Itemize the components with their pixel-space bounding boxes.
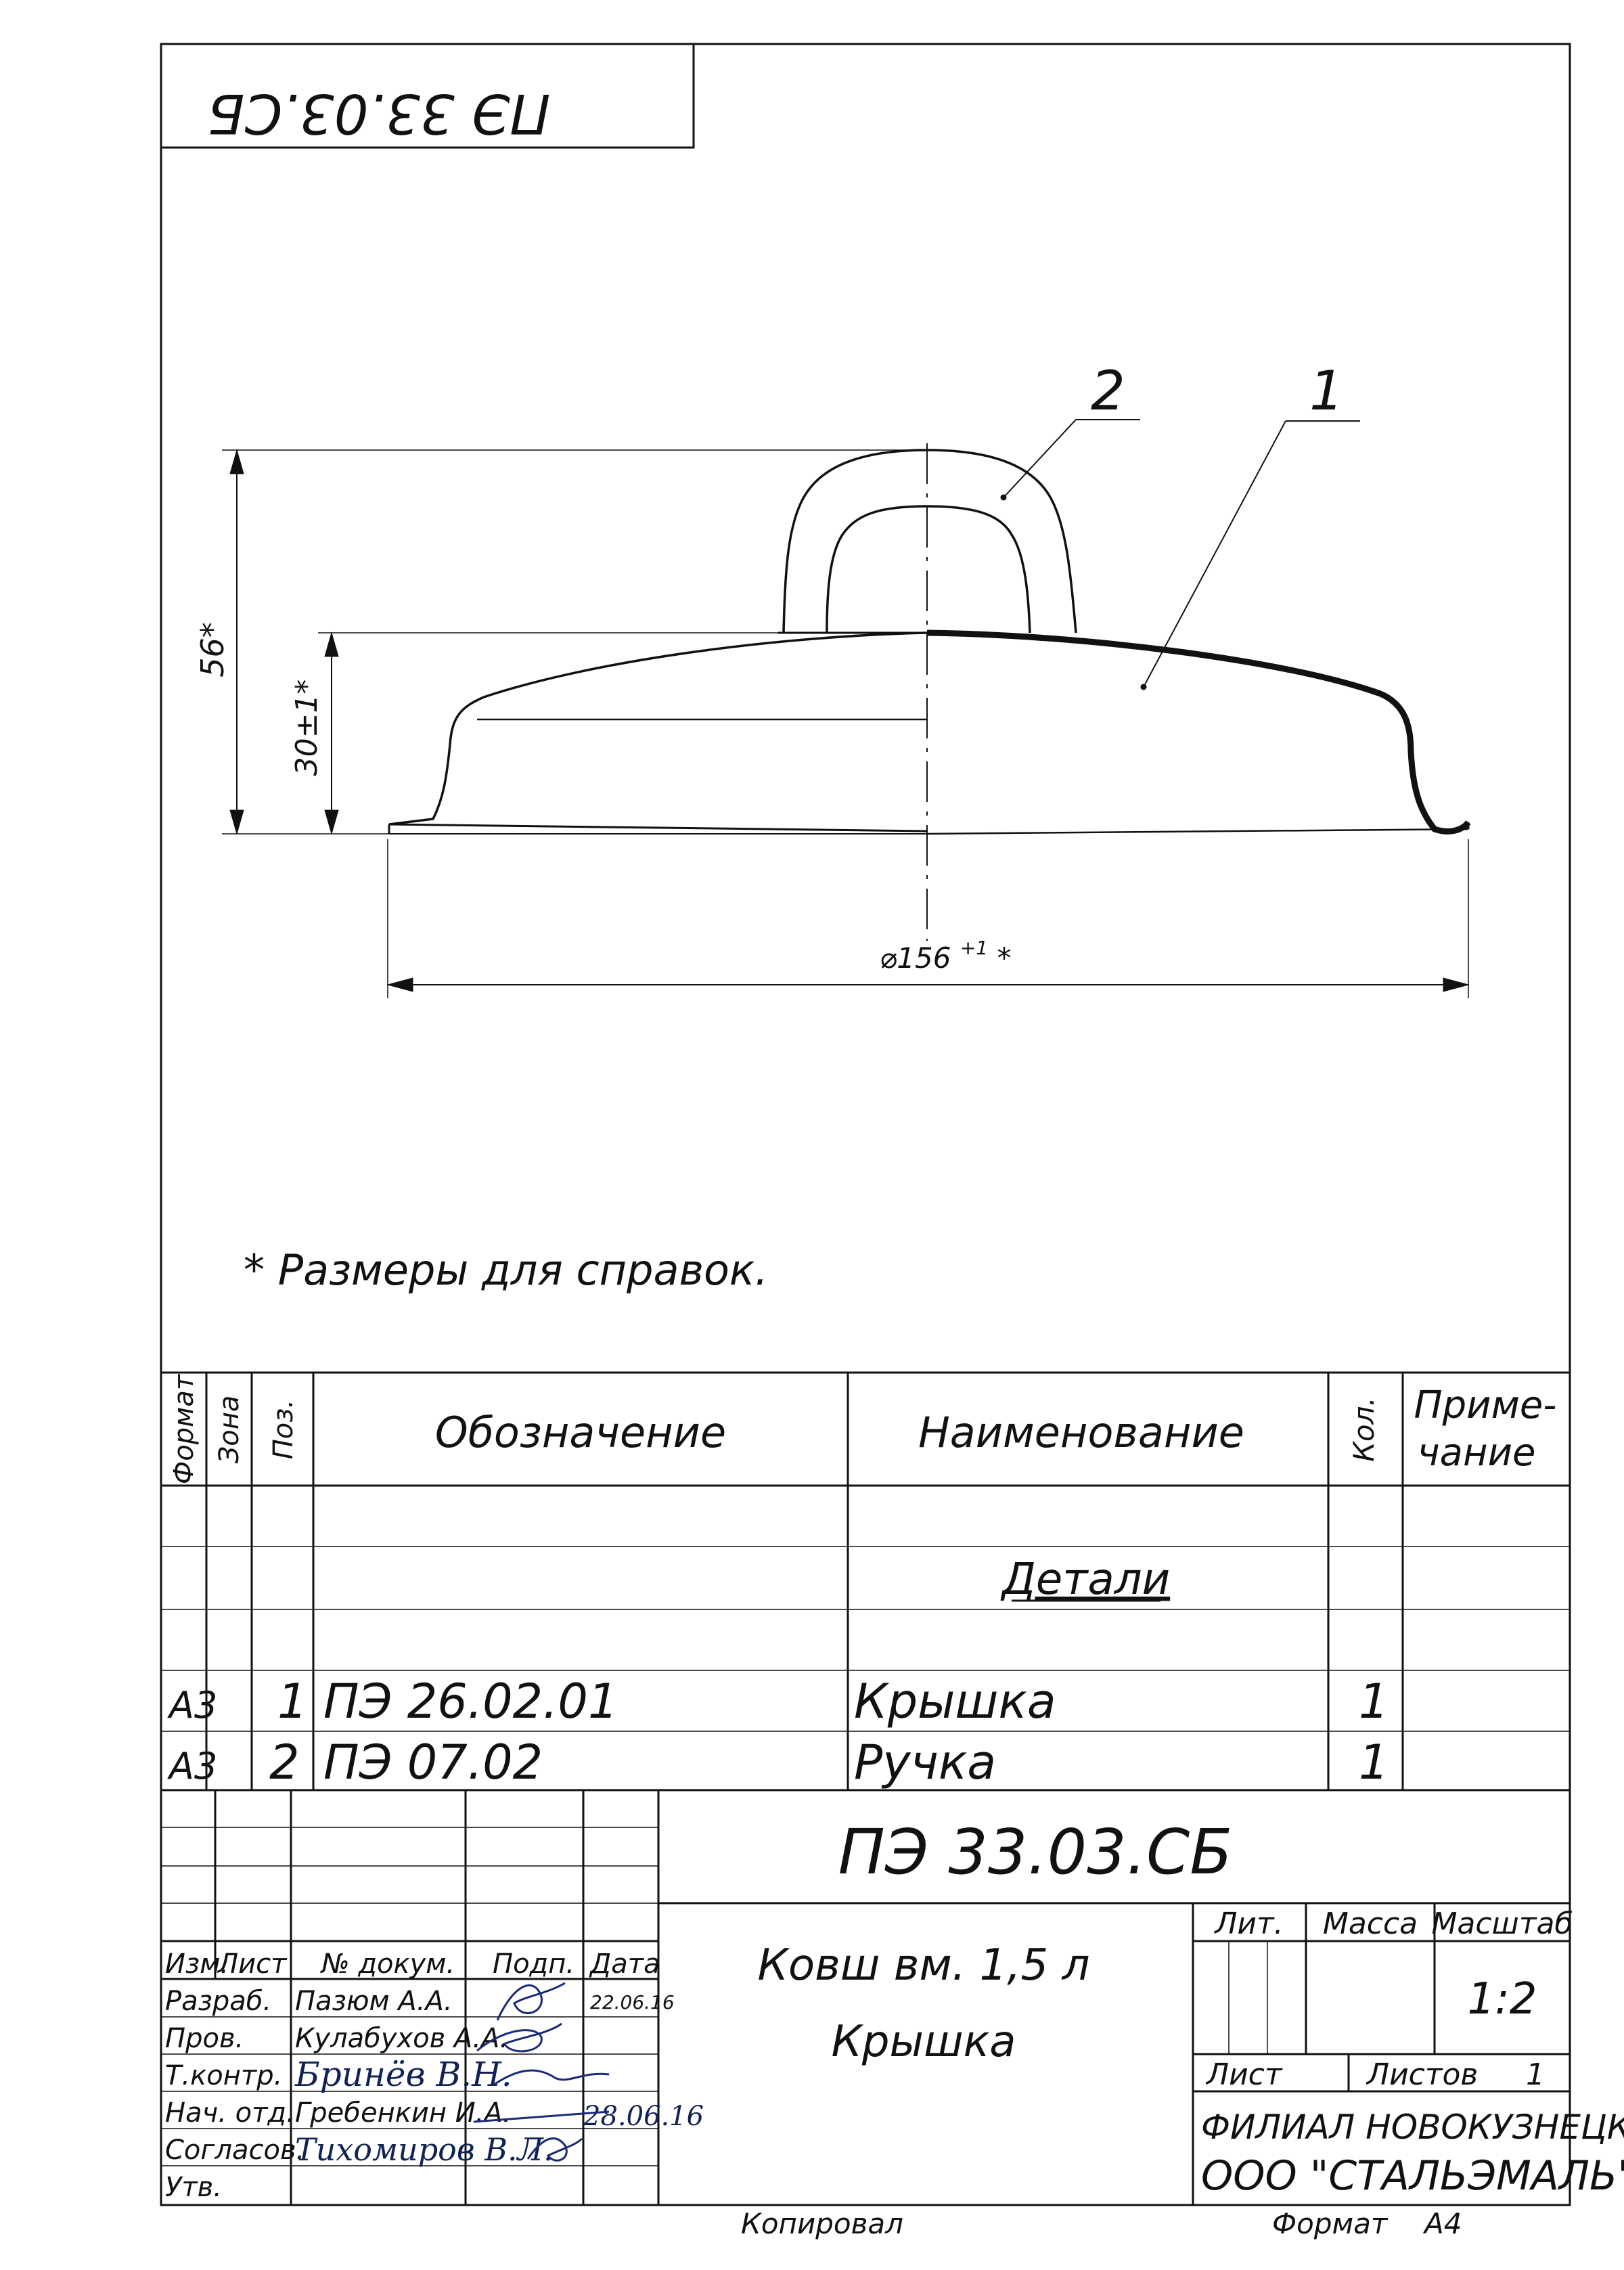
spec-row: А3 1 ПЭ 26.02.01 Крышка 1 [167, 1674, 1389, 1729]
signature-agreed [526, 2137, 583, 2162]
spec-header-qty: Кол. [1347, 1397, 1380, 1462]
role-label: Разраб. [165, 1986, 271, 2017]
signature-checker [476, 2022, 562, 2053]
signature-head [473, 2110, 610, 2123]
role-label: Пров. [165, 2023, 244, 2054]
doc-number: ПЭ 33.03.СБ [838, 1816, 1233, 1888]
signature-tcontrol [493, 2069, 610, 2086]
label-mass: Масса [1323, 1907, 1418, 1941]
sheets-value: 1 [1526, 2057, 1545, 2092]
callout-2: 2 [1091, 359, 1125, 422]
dim-diameter-main: ⌀156 [880, 941, 951, 975]
role-label: Согласов. [165, 2135, 304, 2166]
lid-drawing [222, 419, 1471, 998]
scale-value: 1:2 [1468, 1974, 1537, 2024]
callout-1: 1 [1309, 359, 1344, 422]
footer-copied: Копировал [741, 2207, 903, 2240]
spec-row-qty: 1 [1359, 1674, 1389, 1729]
spec-header-format: Формат [168, 1373, 200, 1484]
spec-table-lines [161, 1371, 1570, 1791]
label-sheets: Листов [1366, 2057, 1478, 2092]
spec-header-note-1: Приме- [1414, 1383, 1557, 1427]
product-name-line1: Ковш вм. 1,5 л [758, 1940, 1090, 1990]
label-lit: Лит. [1213, 1907, 1283, 1941]
spec-header-zone: Зона [214, 1396, 245, 1464]
role-date: 28.06.16 [583, 2101, 704, 2132]
role-name: Гребенкин И.А. [295, 2097, 511, 2129]
dim-height-body: 30±1* [290, 680, 324, 776]
col-date: Дата [589, 1949, 660, 1980]
product-name-line2: Крышка [831, 2017, 1016, 2067]
title-block-lines [161, 1790, 1570, 2205]
org-line1: ФИЛИАЛ НОВОКУЗНЕЦКИЙ [1201, 2107, 1624, 2147]
col-list: Лист [217, 1949, 288, 1980]
spec-row-format: А3 [167, 1745, 217, 1787]
spec-row-pos: 1 [277, 1674, 308, 1729]
role-label: Утв. [165, 2172, 222, 2203]
spec-row-name: Крышка [854, 1674, 1056, 1729]
spec-header-pos: Поз. [268, 1400, 299, 1460]
dim-diameter: ⌀156 +1 * [880, 928, 1011, 975]
spec-header-designation: Обозначение [435, 1408, 726, 1457]
spec-row-designation: ПЭ 26.02.01 [323, 1674, 618, 1729]
role-name: Тихомиров В.Л. [295, 2131, 554, 2168]
signatures [473, 1982, 610, 2162]
spec-header-note-2: чание [1418, 1431, 1536, 1475]
spec-row: А3 2 ПЭ 07.02 Ручка 1 [167, 1735, 1389, 1790]
spec-row-designation: ПЭ 07.02 [323, 1735, 543, 1790]
spec-header-name: Наименование [918, 1408, 1244, 1457]
dim-diameter-star: * [997, 941, 1011, 975]
col-sign: Подп. [493, 1949, 574, 1980]
footer-format-value: А4 [1422, 2207, 1462, 2240]
signature-developer [496, 1982, 566, 2021]
role-name: Кулабухов А.А. [295, 2023, 508, 2054]
label-scale: Масштаб [1431, 1907, 1573, 1941]
role-name: Бринёв В.Н. [294, 2055, 512, 2094]
role-date: 22.06.16 [590, 1991, 675, 2013]
org-line2: ООО "СТАЛЬЭМАЛЬ" [1201, 2152, 1624, 2200]
dim-height-total: 56* [194, 622, 231, 677]
section-title-details: Детали [1000, 1555, 1170, 1605]
spec-row-name: Ручка [854, 1735, 996, 1790]
spec-row-pos: 2 [269, 1735, 300, 1790]
spec-row-qty: 1 [1359, 1735, 1389, 1790]
role-label: Нач. отд. [165, 2097, 295, 2129]
footer-format-label: Формат [1272, 2207, 1389, 2240]
dim-diameter-tol: +1 [960, 937, 988, 959]
reference-note: * Размеры для справок. [244, 1245, 768, 1295]
col-izm: Изм. [165, 1949, 229, 1980]
role-label: Т.контр. [165, 2060, 282, 2091]
drawing-frame [160, 43, 1571, 2206]
label-sheet: Лист [1205, 2057, 1283, 2092]
col-doc: № докум. [320, 1949, 455, 1980]
role-name: Пазюм А.А. [295, 1986, 453, 2017]
spec-row-format: А3 [167, 1684, 217, 1727]
top-stamp-text: ПЭ 33.03.СБ [208, 82, 551, 145]
